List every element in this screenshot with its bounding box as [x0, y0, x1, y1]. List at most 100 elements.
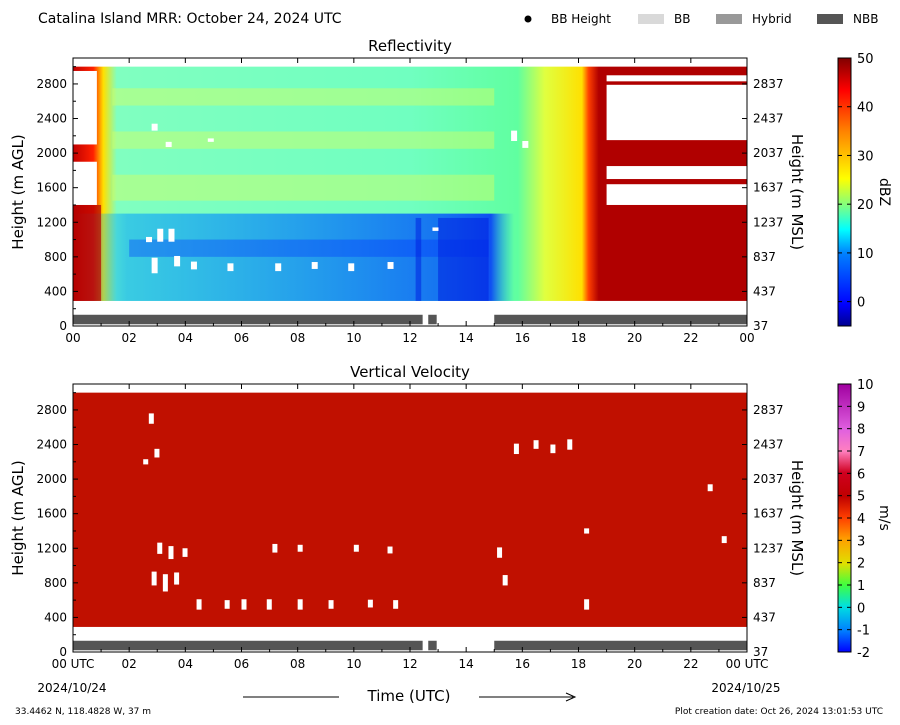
colorbar-tick-label: 3	[857, 534, 865, 549]
y-right-tick-label: 2437	[753, 438, 784, 452]
reflectivity-ylabel-right: Height (m MSL)	[788, 134, 806, 250]
velocity-ylabel-right: Height (m MSL)	[788, 460, 806, 576]
y-right-tick-label: 37	[753, 645, 768, 659]
reflectivity-rain-start	[73, 204, 102, 301]
velocity-dropout	[567, 439, 573, 450]
x-tick-label: 02	[122, 657, 137, 671]
x-tick-label: 06	[234, 331, 249, 345]
colorbar-tick-label: 10	[857, 378, 874, 393]
legend-marker	[638, 14, 664, 24]
nbb-segment	[428, 640, 437, 651]
velocity-dropout	[393, 600, 399, 609]
velocity-dropout	[721, 536, 727, 544]
colorbar-tick-label: 30	[857, 149, 874, 164]
reflectivity-dropout	[432, 227, 439, 231]
reflectivity-axes: 00 02 04 06 08 10 12 14 16 18 20 22 0004008001200160…	[36, 58, 784, 345]
velocity-dropout	[154, 448, 160, 458]
x-tick-label: 12	[402, 657, 417, 671]
reflectivity-dropout	[348, 263, 355, 272]
reflectivity-colorbar-ticks: 0 10 20 30 40 50	[838, 52, 874, 311]
x-tick-label: 04	[178, 331, 193, 345]
nbb-segment	[494, 640, 747, 651]
velocity-ylabel: Height (m AGL)	[9, 460, 27, 575]
velocity-field	[73, 392, 747, 627]
velocity-dropout	[584, 528, 590, 534]
y-tick-label: 2400	[36, 112, 67, 126]
y-right-tick-label: 2037	[753, 146, 784, 160]
velocity-dropout	[196, 599, 202, 610]
x-tick-label: 16	[515, 657, 530, 671]
start-date: 2024/10/24	[37, 681, 106, 695]
colorbar-tick-label: 40	[857, 101, 874, 116]
y-right-tick-label: 2837	[753, 403, 784, 417]
velocity-dropout	[266, 599, 272, 610]
reflectivity-dropout	[165, 141, 172, 148]
legend-label: Hybrid	[752, 12, 792, 26]
reflectivity-low-core	[415, 217, 422, 301]
x-tick-label: 10	[346, 657, 361, 671]
reflectivity-band	[112, 88, 495, 106]
reflectivity-gap	[73, 161, 97, 205]
y-right-tick-label: 837	[753, 576, 776, 590]
y-tick-label: 2400	[36, 438, 67, 452]
reflectivity-dropout	[190, 261, 197, 270]
velocity-dropout	[353, 544, 359, 552]
reflectivity-dropout	[275, 263, 282, 272]
velocity-axes: 00 UTC 02 04 06 08 10 12 14 16 18 20 22 00 UTC040080…	[36, 384, 784, 671]
velocity-dropout	[328, 600, 334, 609]
x-tick-label: 00 UTC	[52, 657, 95, 671]
time-arrow-head	[565, 692, 577, 702]
x-tick-label: 00	[739, 331, 754, 345]
reflectivity-dropout	[387, 262, 394, 269]
x-tick-label: 20	[627, 657, 642, 671]
reflectivity-nbb-bar	[73, 314, 747, 325]
y-tick-label: 0	[59, 319, 67, 333]
legend-label: BB	[674, 12, 690, 26]
x-tick-label: 12	[402, 331, 417, 345]
colorbar-tick-label: -2	[857, 646, 870, 661]
velocity-dropout	[502, 575, 508, 586]
legend-item: NBB	[817, 12, 878, 26]
y-tick-label: 400	[44, 284, 67, 298]
velocity-colorbar-ticks: -2 -1 0 1 2 3 4 5 6 7 8 9 10	[838, 378, 874, 661]
x-tick-label: 00 UTC	[726, 657, 769, 671]
colorbar-tick-label: 0	[857, 296, 865, 311]
velocity-echo	[73, 392, 747, 627]
reflectivity-gap	[73, 70, 97, 145]
nbb-segment	[73, 314, 423, 325]
x-tick-label: 16	[515, 331, 530, 345]
reflectivity-low-layer	[73, 213, 747, 301]
y-right-tick-label: 2837	[753, 77, 784, 91]
reflectivity-dropout	[151, 257, 158, 274]
y-tick-label: 1600	[36, 181, 67, 195]
y-right-tick-label: 1637	[753, 181, 784, 195]
x-tick-label: 08	[290, 657, 305, 671]
reflectivity-low-core	[438, 217, 489, 301]
reflectivity-dropout	[168, 228, 175, 242]
y-right-tick-label: 2037	[753, 472, 784, 486]
y-right-tick-label: 1237	[753, 215, 784, 229]
x-tick-label: 10	[346, 331, 361, 345]
velocity-dropout	[224, 600, 230, 609]
velocity-panel: Vertical Velocity 00 UTC 02 04 06 08 10 12 14 16…	[9, 363, 892, 671]
y-right-tick-label: 2437	[753, 112, 784, 126]
y-tick-label: 1600	[36, 507, 67, 521]
reflectivity-dropout	[227, 263, 234, 272]
legend-item: BB	[638, 12, 690, 26]
y-right-tick-label: 37	[753, 319, 768, 333]
x-tick-label: 22	[683, 657, 698, 671]
velocity-nbb-bar	[73, 640, 747, 651]
reflectivity-field	[73, 66, 747, 301]
colorbar-tick-label: 50	[857, 52, 874, 67]
velocity-dropout	[151, 571, 157, 586]
velocity-dropout	[550, 444, 556, 454]
x-tick-label: 18	[571, 657, 586, 671]
legend-label: BB Height	[551, 12, 611, 26]
x-tick-label: 04	[178, 657, 193, 671]
velocity-dropout	[533, 440, 539, 449]
y-tick-label: 2800	[36, 403, 67, 417]
y-right-tick-label: 837	[753, 250, 776, 264]
reflectivity-low-band	[129, 239, 489, 257]
reflectivity-gap	[606, 84, 747, 141]
